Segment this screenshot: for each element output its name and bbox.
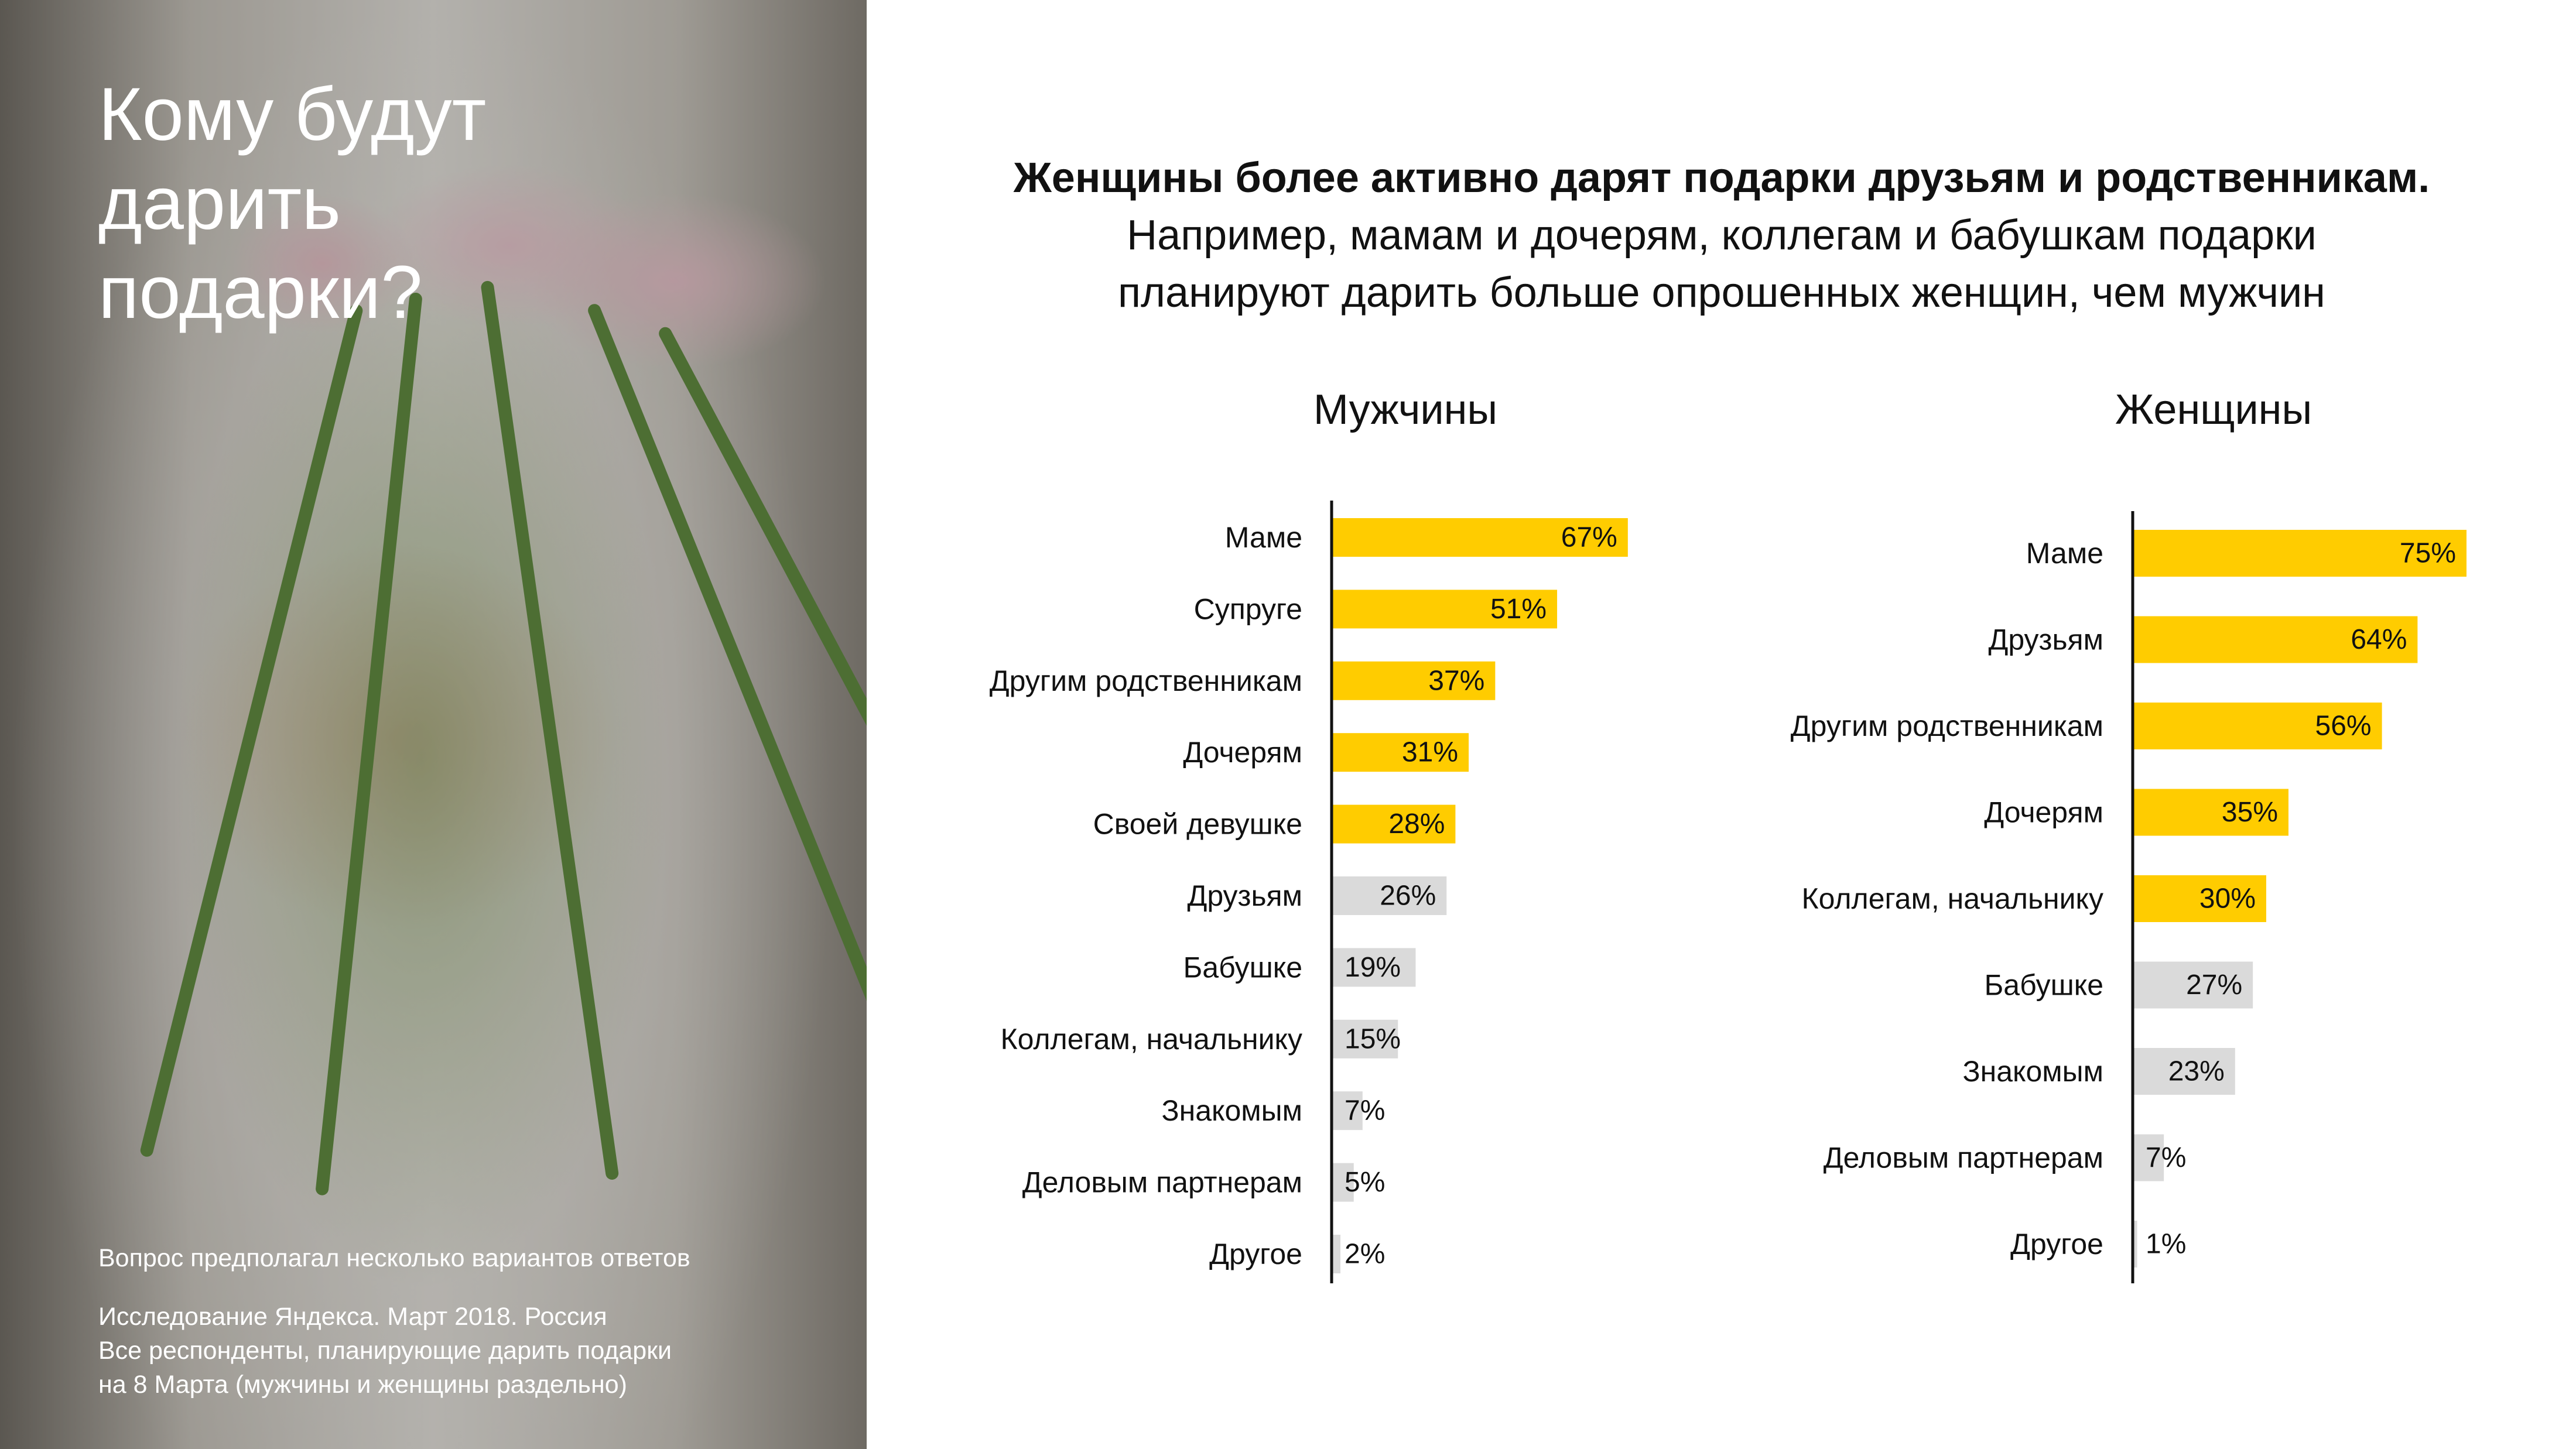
question-note: Вопрос предполагал несколько вариантов о… <box>98 1244 690 1272</box>
value-label: 64% <box>2351 624 2407 655</box>
chart-women: Маме 75% Друзьям 64% Другим родственникам 56%… <box>1791 511 2466 1283</box>
value-label: 37% <box>1428 665 1484 696</box>
category-label: Знакомым <box>1962 1055 2103 1088</box>
category-label: Бабушке <box>1984 969 2103 1002</box>
category-label: Друзьям <box>1187 879 1302 912</box>
category-label: Супруге <box>1194 592 1302 625</box>
bar <box>2133 1221 2137 1268</box>
category-label: Деловым партнерам <box>1824 1142 2103 1174</box>
bar <box>1332 1019 1398 1059</box>
source-line: Все респонденты, планирующие дарить пода… <box>98 1337 672 1365</box>
category-label: Своей девушке <box>1093 808 1302 841</box>
cover-photo-panel: Кому будут дарить подарки? Вопрос предпо… <box>0 0 867 1449</box>
category-label: Другим родственникам <box>1791 710 2103 742</box>
value-label: 56% <box>2315 711 2372 742</box>
value-label: 75% <box>2400 538 2456 569</box>
bar <box>1332 733 1469 772</box>
bar <box>2133 703 2382 749</box>
category-label: Коллегам, начальнику <box>1001 1023 1302 1056</box>
bar <box>1332 661 1496 700</box>
value-label: 26% <box>1380 881 1436 912</box>
bar <box>2133 961 2253 1009</box>
value-label: 30% <box>2199 883 2256 914</box>
category-label: Дочерям <box>1984 796 2103 829</box>
source-line: Исследование Яндекса. Март 2018. Россия <box>98 1303 607 1331</box>
category-label: Другим родственникам <box>990 664 1302 697</box>
value-label: 7% <box>2146 1142 2186 1173</box>
bar <box>2133 1134 2164 1181</box>
value-label: 5% <box>1345 1167 1385 1198</box>
slide-title: Кому будут дарить подарки? <box>98 70 801 337</box>
value-label: 1% <box>2146 1229 2186 1260</box>
headline: Женщины более активно дарят подарки друз… <box>902 149 2541 321</box>
bar <box>1332 804 1456 844</box>
value-label: 23% <box>2168 1056 2225 1087</box>
bar <box>1332 1163 1354 1202</box>
bar <box>1332 518 1628 557</box>
category-label: Другое <box>1209 1238 1302 1270</box>
value-label: 2% <box>1345 1239 1385 1270</box>
bar <box>1332 1235 1341 1273</box>
slide-title-line: дарить <box>98 162 341 245</box>
category-label: Бабушке <box>1183 951 1302 984</box>
bar <box>2133 875 2266 922</box>
value-label: 35% <box>2222 797 2278 828</box>
bar <box>2133 616 2418 663</box>
slide-title-line: Кому будут <box>98 73 487 156</box>
category-label: Другое <box>2010 1228 2103 1260</box>
slide-title-line: подарки? <box>98 251 423 334</box>
chart-men: Маме 67% Супруге 51% Другим родственникам 37%… <box>990 501 1628 1283</box>
bar <box>2133 1048 2235 1095</box>
source-note: Исследование Яндекса. Март 2018. Россия … <box>98 1300 836 1402</box>
category-label: Знакомым <box>1161 1094 1302 1127</box>
value-label: 15% <box>1345 1023 1401 1054</box>
headline-sub-line: Например, мамам и дочерям, коллегам и ба… <box>1127 212 2317 259</box>
value-label: 67% <box>1561 522 1617 553</box>
bar <box>1332 948 1416 987</box>
value-label: 31% <box>1402 737 1458 768</box>
photo-dark-overlay <box>0 0 867 1449</box>
headline-main: Женщины более активно дарят подарки друз… <box>1013 155 2430 201</box>
category-label: Маме <box>1225 521 1302 554</box>
headline-sub-line: планируют дарить больше опрошенных женщи… <box>1118 269 2325 316</box>
chart-title-women: Женщины <box>2115 386 2312 433</box>
category-label: Друзьям <box>1988 624 2103 656</box>
value-label: 7% <box>1345 1095 1385 1126</box>
bar <box>1332 876 1447 915</box>
category-label: Дочерям <box>1183 736 1302 769</box>
value-label: 27% <box>2186 970 2242 1001</box>
bar <box>1332 590 1558 629</box>
value-label: 19% <box>1345 952 1401 983</box>
bar <box>1332 1091 1363 1131</box>
chart-title-men: Мужчины <box>1313 386 1498 433</box>
source-line: на 8 Марта (мужчины и женщины раздельно) <box>98 1371 627 1399</box>
value-label: 28% <box>1388 809 1445 840</box>
category-label: Коллегам, начальнику <box>1802 882 2103 915</box>
category-label: Деловым партнерам <box>1022 1166 1302 1199</box>
bar <box>2133 530 2466 577</box>
category-label: Маме <box>2026 537 2103 570</box>
value-label: 51% <box>1490 594 1547 625</box>
bar <box>2133 789 2288 836</box>
